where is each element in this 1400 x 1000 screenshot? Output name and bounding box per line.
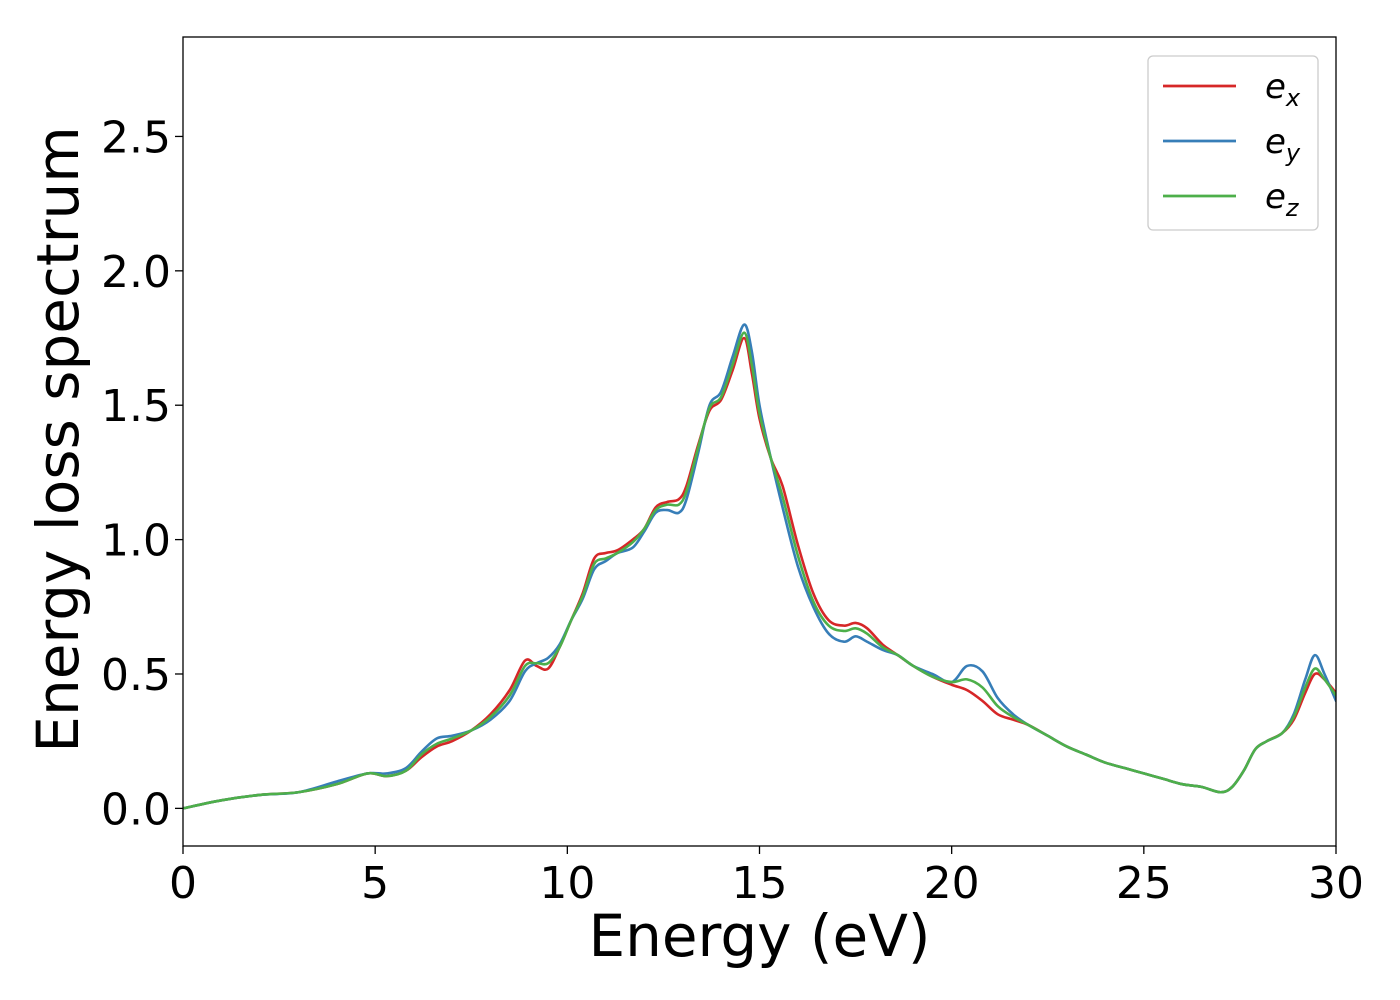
legend-label-x: ex <box>1265 67 1301 112</box>
x-axis-label: Energy (eV) <box>588 902 930 970</box>
y-axis-ticks: 0.0 0.5 1.0 1.5 2.0 2.5 <box>101 112 183 835</box>
y-axis-label: Energy loss spectrum <box>24 126 92 752</box>
legend-label-z: ez <box>1265 177 1300 222</box>
legend-box <box>1147 55 1319 231</box>
x-tick-label: 15 <box>732 858 788 909</box>
y-tick-label: 2.0 <box>101 247 171 298</box>
x-tick-label: 10 <box>539 858 595 909</box>
series-line-e-z <box>183 331 1336 810</box>
x-tick-label: 20 <box>924 858 980 909</box>
y-tick-label: 1.5 <box>101 381 171 432</box>
series-line-e-y <box>183 323 1336 810</box>
x-tick-label: 0 <box>169 858 197 909</box>
y-tick-label: 1.0 <box>101 516 171 567</box>
legend: ex ey ez <box>1147 55 1319 231</box>
x-tick-label: 25 <box>1116 858 1172 909</box>
y-tick-label: 0.5 <box>101 650 171 701</box>
legend-label-y: ey <box>1265 122 1301 167</box>
plot-frame <box>182 36 1337 847</box>
x-tick-label: 5 <box>361 858 389 909</box>
y-tick-label: 0.0 <box>101 784 171 835</box>
x-tick-label: 30 <box>1308 858 1364 909</box>
series-layer <box>183 323 1336 810</box>
y-tick-label: 2.5 <box>101 112 171 163</box>
x-axis-ticks: 0 5 10 15 20 25 30 <box>169 846 1364 909</box>
